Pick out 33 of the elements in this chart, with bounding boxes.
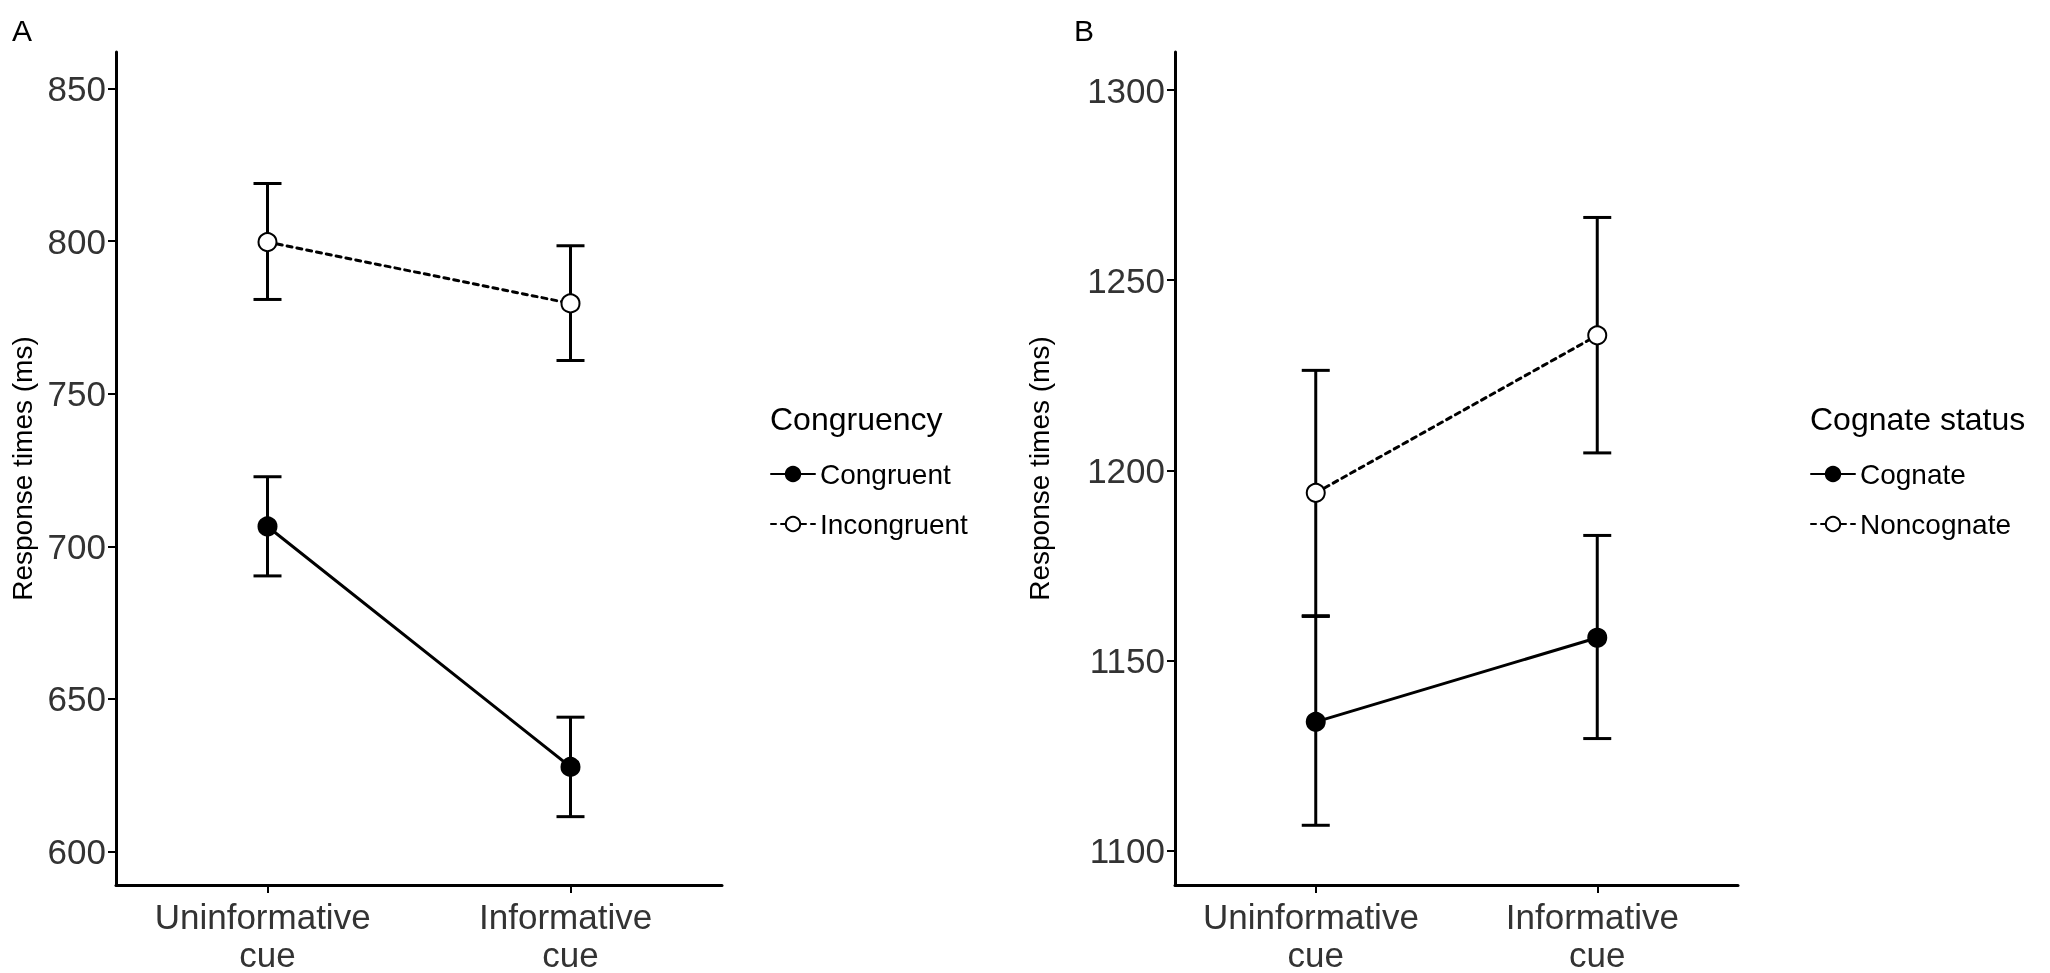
y-tick-label: 800	[47, 221, 106, 261]
point	[1587, 627, 1608, 648]
y-tick-label: 1300	[1087, 70, 1165, 110]
point	[560, 756, 581, 777]
legend-title: Congruency	[770, 401, 943, 437]
y-tick-label: 650	[47, 679, 106, 719]
y-tick-label: 1250	[1087, 260, 1165, 300]
point	[1305, 711, 1326, 732]
y-tick-label: 1150	[1089, 641, 1165, 681]
chart-title: A	[12, 13, 33, 47]
x-tick-label: Informative cue	[1505, 896, 1689, 973]
legend-label: Congruent	[820, 458, 951, 490]
legend-label: Incongruent	[820, 508, 969, 540]
y-tick-label: 850	[47, 69, 106, 109]
chart-title: B	[1074, 13, 1095, 47]
point	[1587, 325, 1608, 346]
point	[257, 516, 278, 537]
legend-label: Noncognate	[1860, 508, 2012, 540]
y-tick-label: 750	[47, 374, 106, 414]
point	[257, 232, 278, 253]
x-tick-label: Uninformative cue	[1202, 896, 1429, 973]
y-tick-label: 1100	[1089, 831, 1165, 871]
y-tick-label: 700	[47, 526, 106, 566]
y-tick-label: 1200	[1087, 450, 1165, 490]
y-tick-label: 600	[47, 831, 106, 871]
point	[1305, 482, 1326, 503]
y-axis-title: Response times (ms)	[6, 336, 38, 601]
x-tick-label: Uninformative cue	[154, 896, 381, 973]
legend-label: Cognate	[1860, 458, 1966, 490]
point	[560, 293, 581, 314]
legend-title: Cognate status	[1810, 401, 2026, 437]
x-tick-label: Informative cue	[479, 896, 662, 973]
y-axis-title: Response times (ms)	[1023, 336, 1055, 601]
